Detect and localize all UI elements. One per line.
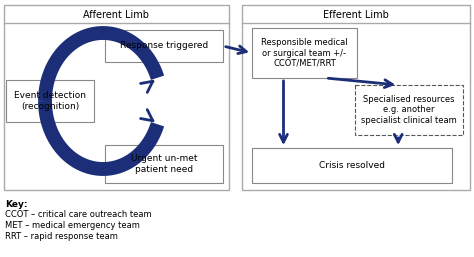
Bar (4, 5, 229, 190)
Text: Efferent Limb: Efferent Limb (323, 10, 389, 20)
Bar (252, 28, 357, 78)
Text: Key:: Key: (5, 200, 27, 209)
Bar (105, 145, 223, 183)
Text: Crisis resolved: Crisis resolved (319, 161, 385, 170)
Text: Urgent un-met
patient need: Urgent un-met patient need (131, 154, 197, 174)
Bar (252, 148, 452, 183)
Text: Responsible medical
or surgical team +/-
CCOT/MET/RRT: Responsible medical or surgical team +/-… (261, 38, 348, 68)
Bar (6, 80, 94, 122)
Text: RRT – rapid response team: RRT – rapid response team (5, 232, 118, 241)
Text: MET – medical emergency team: MET – medical emergency team (5, 221, 140, 230)
Bar (242, 5, 470, 190)
Text: Specialised resources
e.g. another
specialist clinical team: Specialised resources e.g. another speci… (361, 95, 457, 125)
Text: CCOT – critical care outreach team: CCOT – critical care outreach team (5, 210, 152, 219)
Text: Afferent Limb: Afferent Limb (83, 10, 149, 20)
Bar (355, 85, 463, 135)
Text: Event detection
(recognition): Event detection (recognition) (14, 91, 86, 111)
Bar (105, 30, 223, 62)
Text: Response triggered: Response triggered (120, 41, 208, 50)
